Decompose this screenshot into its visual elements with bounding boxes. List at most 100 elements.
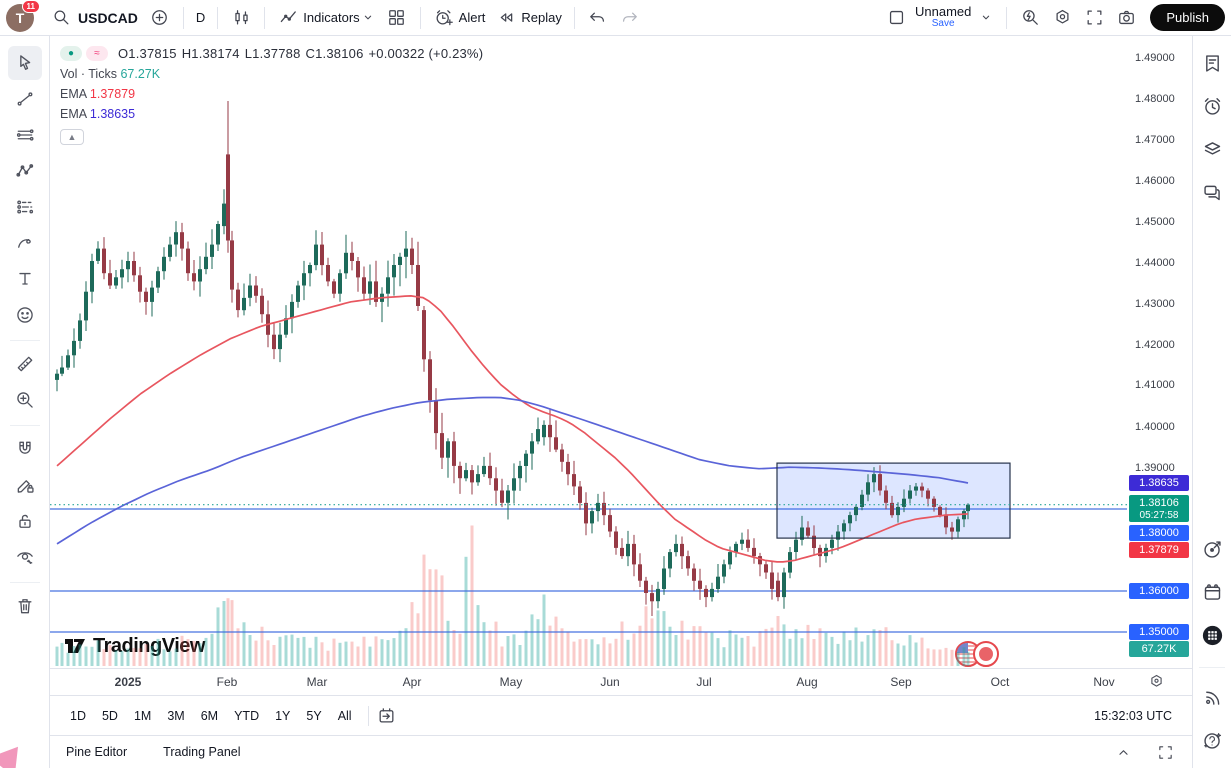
layout-chevron-button[interactable]	[973, 3, 999, 33]
undo-button[interactable]	[582, 3, 614, 33]
toolbar-divider	[9, 340, 40, 341]
layout-grid-button[interactable]	[381, 3, 413, 33]
user-avatar[interactable]: T 11	[6, 0, 40, 32]
tab-pine-editor[interactable]: Pine Editor	[66, 745, 128, 759]
volume-row[interactable]: Vol · Ticks 67.27K	[60, 67, 488, 81]
price-label-badge: 1.37879	[1129, 542, 1189, 558]
range-button-1d[interactable]: 1D	[70, 708, 86, 723]
save-link[interactable]: Save	[931, 17, 955, 29]
range-button-5d[interactable]: 5D	[101, 708, 118, 723]
range-button-1m[interactable]: 1M	[133, 708, 152, 723]
ema-fast-label: EMA	[60, 87, 87, 101]
time-axis-label: Nov	[1093, 675, 1115, 689]
panel-maximize-icon[interactable]	[1154, 741, 1176, 763]
interval-label: D	[195, 10, 206, 25]
broadcast-icon[interactable]	[1197, 682, 1227, 712]
parallel-lines-tool[interactable]	[8, 118, 42, 152]
panel-expand-icon[interactable]	[1112, 741, 1134, 763]
target-icon[interactable]	[1197, 534, 1227, 564]
range-button-5y[interactable]: 5Y	[306, 708, 322, 723]
remove-objects-tool[interactable]	[8, 589, 42, 623]
help-icon[interactable]	[1197, 725, 1227, 755]
layout-select-button[interactable]	[881, 3, 913, 33]
snapshot-button[interactable]	[1110, 3, 1142, 33]
hide-drawings-tool[interactable]	[8, 540, 42, 574]
quick-search-button[interactable]	[1014, 3, 1046, 33]
top-toolbar: T 11 USDCAD D Indicators Alert	[0, 0, 1231, 36]
time-axis-label: 2025	[114, 675, 142, 689]
price-label-badge: 1.38635	[1129, 475, 1189, 491]
zoom-in-tool[interactable]	[8, 383, 42, 417]
ema-slow-row[interactable]: EMA 1.38635	[60, 107, 488, 121]
chat-icon[interactable]	[1197, 177, 1227, 207]
axis-settings-button[interactable]	[1148, 673, 1165, 693]
layers-icon[interactable]	[1197, 134, 1227, 164]
text-tool[interactable]	[8, 262, 42, 296]
interval-button[interactable]: D	[191, 6, 210, 29]
compare-add-button[interactable]	[144, 3, 176, 33]
watchlist-icon[interactable]	[1197, 48, 1227, 78]
chevron-down-icon	[360, 7, 376, 29]
price-label-badge: 67.27K	[1129, 641, 1189, 657]
chart-style-button[interactable]	[225, 3, 257, 33]
price-label-badge: 1.38106 05:27:58	[1129, 495, 1189, 522]
search-icon	[50, 7, 72, 29]
time-axis[interactable]: 2025 Feb Mar Apr May Jun Jul Aug Sep Oct Nov	[50, 668, 1192, 695]
data-delay-icon[interactable]: ≈	[86, 46, 108, 61]
layout-name-block[interactable]: Unnamed Save	[915, 5, 971, 30]
time-axis-label: Feb	[216, 675, 238, 689]
go-to-date-button[interactable]	[377, 706, 396, 725]
emoji-tool[interactable]	[8, 298, 42, 332]
toolbar-divider	[419, 6, 421, 29]
toolbar-divider	[217, 6, 219, 29]
range-button-3m[interactable]: 3M	[167, 708, 185, 723]
apps-grid-icon[interactable]	[1197, 620, 1227, 650]
lock-all-tool[interactable]	[8, 504, 42, 538]
price-label-badge: 1.35000	[1129, 624, 1189, 640]
fullscreen-button[interactable]	[1078, 3, 1110, 33]
server-clock[interactable]: 15:32:03 UTC	[1094, 708, 1172, 723]
brush-tool[interactable]	[8, 226, 42, 260]
market-status-icon[interactable]: ●	[60, 46, 82, 61]
forecast-tool[interactable]	[8, 190, 42, 224]
chart-settings-button[interactable]	[1046, 3, 1078, 33]
range-button-1y[interactable]: 1Y	[275, 708, 291, 723]
price-chart[interactable]: TradingView ● ≈ O1.37815 H1.38174 L1.37788…	[50, 36, 1127, 668]
replay-button[interactable]: Replay	[490, 3, 566, 33]
chart-canvas[interactable]	[50, 36, 1127, 668]
horizontal-level-lines[interactable]	[50, 508, 1127, 633]
ruler-tool[interactable]	[8, 347, 42, 381]
alert-button[interactable]: Alert	[428, 3, 491, 33]
alerts-clock-icon[interactable]	[1197, 91, 1227, 121]
time-axis-label: Aug	[796, 675, 818, 689]
gear-icon	[1051, 7, 1073, 29]
camera-icon	[1115, 7, 1137, 29]
range-button-all[interactable]: All	[337, 708, 352, 723]
xabcd-pattern-tool[interactable]	[8, 154, 42, 188]
drawing-lock-tool[interactable]	[8, 468, 42, 502]
low-value: L1.37788	[244, 46, 301, 61]
open-value: O1.37815	[118, 46, 177, 61]
price-scale[interactable]: 1.49000 1.48000 1.47000 1.46000 1.45000 1.440…	[1127, 36, 1192, 668]
ema-slow-line[interactable]	[56, 396, 969, 545]
legend-collapse-button[interactable]: ▲	[60, 129, 84, 145]
ema-fast-line[interactable]	[56, 295, 969, 563]
watermark-text: TradingView	[93, 634, 205, 657]
cursor-tool[interactable]	[7, 46, 42, 80]
symbol-search-button[interactable]: USDCAD	[44, 3, 144, 33]
selection-box[interactable]	[776, 462, 1011, 539]
range-button-ytd[interactable]: YTD	[234, 708, 260, 723]
tab-trading-panel[interactable]: Trading Panel	[163, 745, 241, 759]
redo-button[interactable]	[614, 3, 646, 33]
publish-button[interactable]: Publish	[1150, 4, 1225, 31]
volume-value: 67.27K	[120, 67, 161, 81]
indicators-button[interactable]: Indicators	[272, 3, 380, 33]
ema-slow-label: EMA	[60, 107, 87, 121]
ohlc-values: O1.37815 H1.38174 L1.37788 C1.38106 +0.00322…	[118, 46, 488, 61]
ema-fast-row[interactable]: EMA 1.37879	[60, 87, 488, 101]
range-button-6m[interactable]: 6M	[200, 708, 219, 723]
magnet-tool[interactable]	[8, 432, 42, 466]
calendar-icon[interactable]	[1197, 577, 1227, 607]
high-value: H1.38174	[181, 46, 240, 61]
trend-line-tool[interactable]	[8, 82, 42, 116]
